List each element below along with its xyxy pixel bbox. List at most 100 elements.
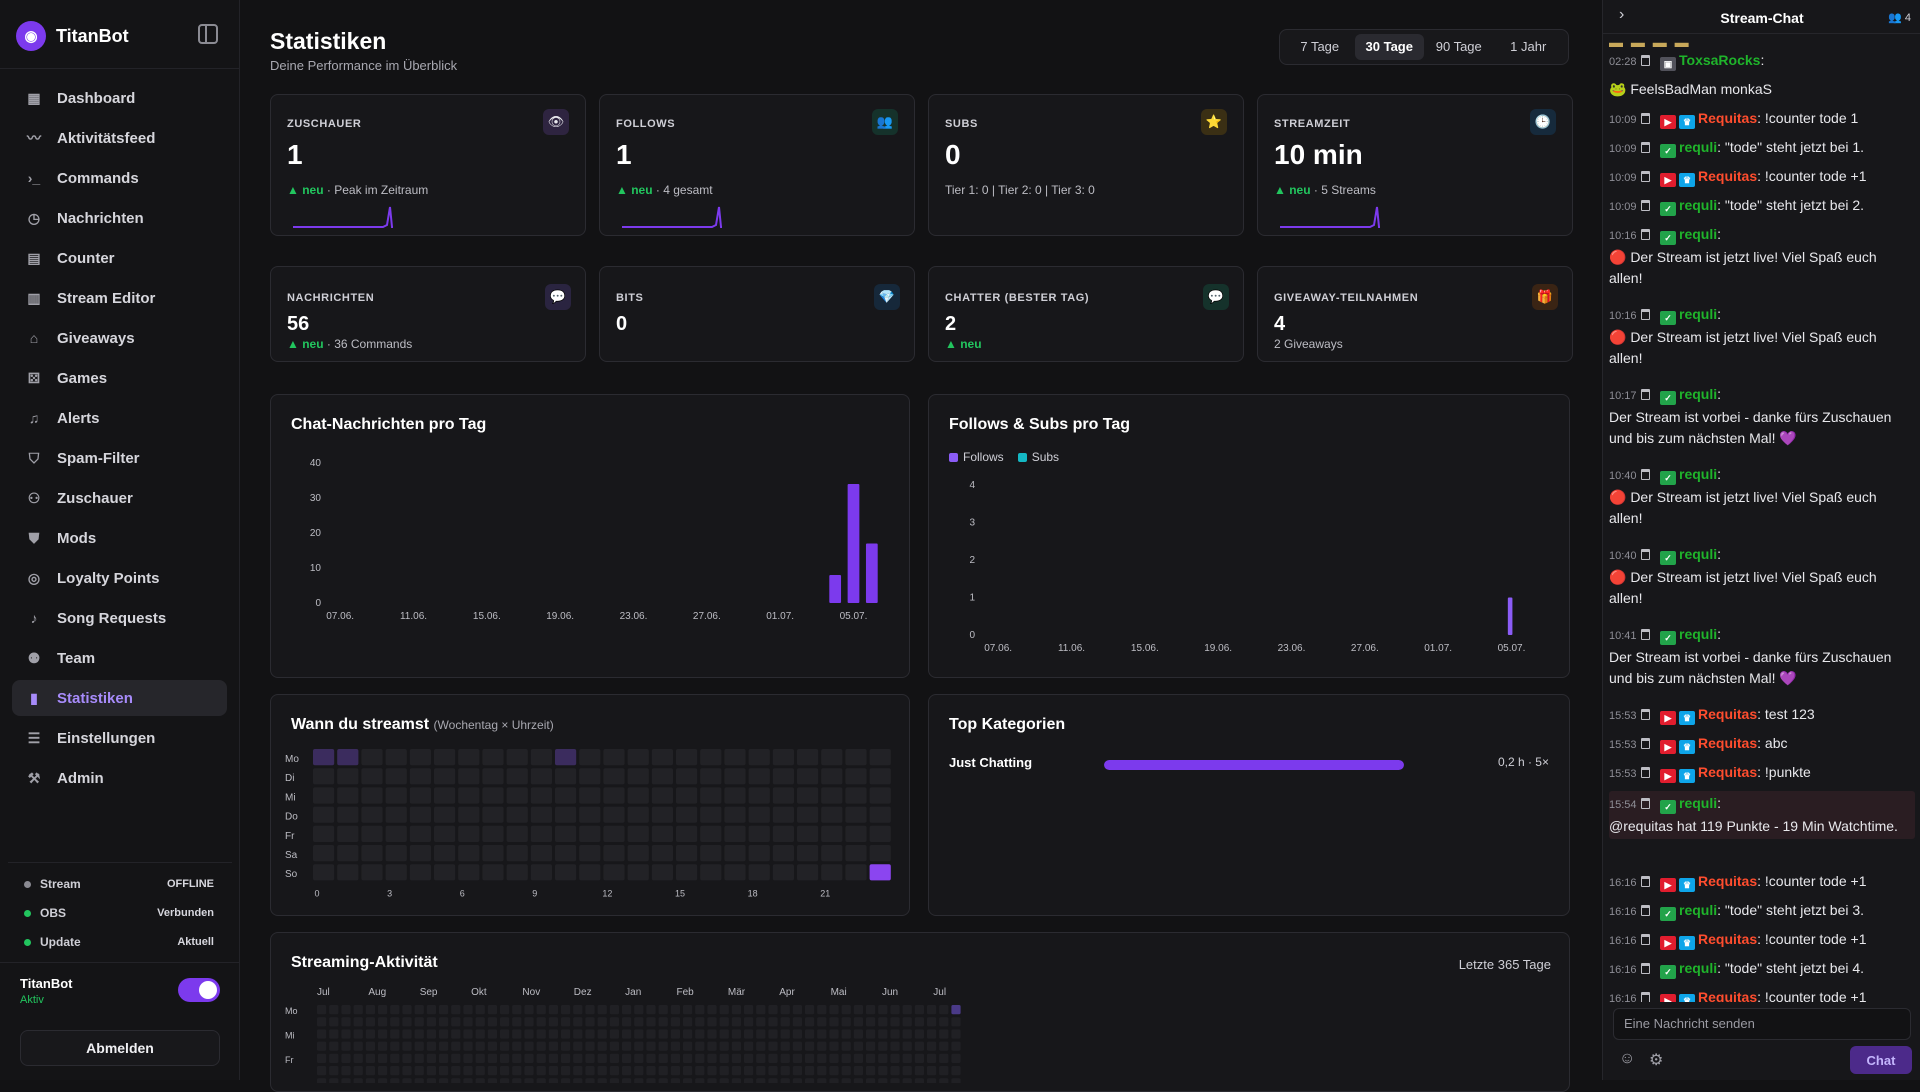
message-username[interactable]: requli bbox=[1679, 546, 1718, 562]
trash-icon[interactable] bbox=[1641, 469, 1650, 480]
message-username[interactable]: Requitas bbox=[1698, 764, 1758, 780]
chat-input[interactable]: Eine Nachricht senden bbox=[1613, 1008, 1911, 1040]
trash-icon[interactable] bbox=[1641, 229, 1650, 240]
sidebar-item-mods[interactable]: ⛊ Mods bbox=[12, 520, 227, 556]
message-username[interactable]: requli bbox=[1679, 466, 1718, 482]
trash-icon[interactable] bbox=[1641, 934, 1650, 945]
message-username[interactable]: requli bbox=[1679, 197, 1718, 213]
message-time: 16:16 bbox=[1609, 964, 1637, 976]
sidebar-item-nachrichten[interactable]: ◷ Nachrichten bbox=[12, 200, 227, 236]
broadcaster-badge-icon: ▶ bbox=[1660, 994, 1676, 1002]
range-option-7-tage[interactable]: 7 Tage bbox=[1300, 39, 1340, 54]
message-username[interactable]: requli bbox=[1679, 226, 1718, 242]
chat-message: 10:40 ✓ requli: 🔴 Der Stream ist jetzt liv… bbox=[1609, 544, 1915, 609]
sidebar-item-label: Team bbox=[57, 649, 96, 667]
chat-user-count[interactable]: 👥 4 bbox=[1888, 12, 1911, 24]
chevron-right-icon[interactable]: › bbox=[1619, 6, 1625, 23]
message-username[interactable]: Requitas bbox=[1698, 706, 1758, 722]
heatmap-cell bbox=[748, 825, 770, 842]
heatmap-cell bbox=[337, 749, 359, 766]
trash-icon[interactable] bbox=[1641, 876, 1650, 887]
sidebar-item-team[interactable]: ⚉ Team bbox=[12, 640, 227, 676]
trash-icon[interactable] bbox=[1641, 992, 1650, 1002]
activity-cell bbox=[622, 1005, 632, 1015]
message-username[interactable]: Requitas bbox=[1698, 989, 1758, 1002]
sidebar-item-song-requests[interactable]: ♪ Song Requests bbox=[12, 600, 227, 636]
trash-icon[interactable] bbox=[1641, 142, 1650, 153]
emoji-icon[interactable]: ☺ bbox=[1619, 1050, 1636, 1067]
message-username[interactable]: requli bbox=[1679, 306, 1718, 322]
trash-icon[interactable] bbox=[1641, 549, 1650, 560]
message-username[interactable]: ToxsaRocks bbox=[1679, 52, 1761, 68]
heatmap-cell bbox=[748, 749, 770, 766]
sidebar-item-statistiken[interactable]: ▮ Statistiken bbox=[12, 680, 227, 716]
chat-send-button[interactable]: Chat bbox=[1850, 1046, 1912, 1074]
activity-cell bbox=[719, 1053, 729, 1063]
message-username[interactable]: requli bbox=[1679, 902, 1718, 918]
sidebar-item-aktivitätsfeed[interactable]: 〰 Aktivitätsfeed bbox=[12, 120, 227, 156]
trash-icon[interactable] bbox=[1641, 389, 1650, 400]
x-tick-label: 11.06. bbox=[1058, 643, 1085, 654]
gear-icon[interactable]: ⚙ bbox=[1649, 1052, 1664, 1069]
logout-button[interactable]: Abmelden bbox=[20, 1030, 220, 1066]
chat-message: 16:16 ▶ ♛ Requitas: !counter tode +1 bbox=[1609, 987, 1915, 1002]
sidebar-item-stream-editor[interactable]: ▥ Stream Editor bbox=[12, 280, 227, 316]
message-username[interactable]: Requitas bbox=[1698, 873, 1758, 889]
sidebar-item-games[interactable]: ⚄ Games bbox=[12, 360, 227, 396]
bot-enabled-toggle[interactable] bbox=[178, 978, 220, 1002]
heatmap-cell bbox=[579, 749, 601, 766]
heatmap-cell bbox=[651, 864, 673, 881]
sidebar-collapse-icon[interactable] bbox=[198, 24, 218, 44]
message-username[interactable]: Requitas bbox=[1698, 931, 1758, 947]
chat-message-list[interactable]: ▬ ▬ ▬ ▬ 02:28 ▣ ToxsaRocks: 🐸 FeelsBadMan m… bbox=[1603, 40, 1920, 1002]
message-username[interactable]: requli bbox=[1679, 960, 1718, 976]
activity-cell bbox=[731, 1005, 741, 1015]
message-username[interactable]: Requitas bbox=[1698, 735, 1758, 751]
sidebar-item-admin[interactable]: ⚒ Admin bbox=[12, 760, 227, 796]
sidebar-item-alerts[interactable]: ♫ Alerts bbox=[12, 400, 227, 436]
trash-icon[interactable] bbox=[1641, 629, 1650, 640]
heatmap-cell bbox=[797, 845, 819, 862]
sidebar-item-zuschauer[interactable]: ⚇ Zuschauer bbox=[12, 480, 227, 516]
trash-icon[interactable] bbox=[1641, 309, 1650, 320]
message-username[interactable]: Requitas bbox=[1698, 168, 1758, 184]
trash-icon[interactable] bbox=[1641, 55, 1650, 66]
trash-icon[interactable] bbox=[1641, 200, 1650, 211]
activity-cell bbox=[878, 1005, 888, 1015]
chat-message: 🐸 FeelsBadMan monkaS bbox=[1609, 79, 1915, 100]
heatmap-cell bbox=[748, 806, 770, 823]
trash-icon[interactable] bbox=[1641, 798, 1650, 809]
message-username[interactable]: requli bbox=[1679, 139, 1718, 155]
trash-icon[interactable] bbox=[1641, 738, 1650, 749]
trash-icon[interactable] bbox=[1641, 171, 1650, 182]
activity-cell bbox=[609, 1066, 619, 1076]
users-icon: ⚉ bbox=[27, 649, 41, 666]
activity-cell bbox=[951, 1053, 961, 1063]
activity-cell bbox=[646, 1017, 656, 1027]
trash-icon[interactable] bbox=[1641, 905, 1650, 916]
range-option-30-tage[interactable]: 30 Tage bbox=[1354, 34, 1424, 60]
range-option-1-jahr[interactable]: 1 Jahr bbox=[1510, 39, 1547, 54]
brand[interactable]: ◉ TitanBot bbox=[16, 20, 129, 52]
range-option-90-tage[interactable]: 90 Tage bbox=[1435, 39, 1482, 54]
heatmap-cell bbox=[845, 864, 867, 881]
trash-icon[interactable] bbox=[1641, 113, 1650, 124]
sidebar-item-einstellungen[interactable]: ☰ Einstellungen bbox=[12, 720, 227, 756]
trash-icon[interactable] bbox=[1641, 767, 1650, 778]
sidebar-item-dashboard[interactable]: ▦ Dashboard bbox=[12, 80, 227, 116]
message-colon: : bbox=[1760, 52, 1765, 68]
heatmap-cell bbox=[434, 768, 456, 785]
trash-icon[interactable] bbox=[1641, 963, 1650, 974]
message-username[interactable]: Requitas bbox=[1698, 110, 1758, 126]
trash-icon[interactable] bbox=[1641, 709, 1650, 720]
message-username[interactable]: requli bbox=[1679, 386, 1718, 402]
sidebar-item-spam-filter[interactable]: ⛉ Spam-Filter bbox=[12, 440, 227, 476]
sidebar-item-giveaways[interactable]: ⌂ Giveaways bbox=[12, 320, 227, 356]
sidebar-item-commands[interactable]: ›_ Commands bbox=[12, 160, 227, 196]
heatmap-cell bbox=[821, 825, 843, 842]
message-username[interactable]: requli bbox=[1679, 795, 1718, 811]
sidebar-item-counter[interactable]: ▤ Counter bbox=[12, 240, 227, 276]
sidebar-item-loyalty-points[interactable]: ◎ Loyalty Points bbox=[12, 560, 227, 596]
heatmap-cell bbox=[482, 768, 504, 785]
message-username[interactable]: requli bbox=[1679, 626, 1718, 642]
